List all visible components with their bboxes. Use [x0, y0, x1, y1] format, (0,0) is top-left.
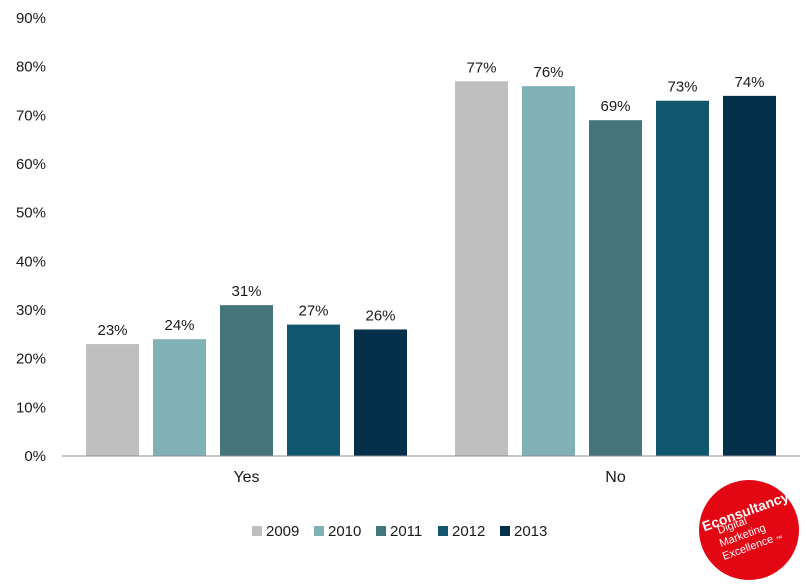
- legend-swatch-2010: [314, 526, 324, 536]
- data-label: 73%: [667, 79, 697, 96]
- bar-no-2010: [522, 86, 575, 456]
- legend-swatch-2009: [252, 526, 262, 536]
- data-label: 76%: [533, 64, 563, 81]
- data-label: 77%: [466, 59, 496, 76]
- bar-yes-2010: [153, 339, 206, 456]
- bar-no-2009: [455, 81, 508, 457]
- data-label: 27%: [298, 303, 328, 320]
- y-tick-label: 80%: [16, 59, 46, 76]
- legend-swatch-2013: [500, 526, 510, 536]
- bar-no-2013: [723, 95, 776, 456]
- bar-no-2011: [589, 120, 642, 456]
- x-category-label: No: [605, 469, 626, 486]
- legend-label: 2012: [452, 523, 485, 540]
- y-tick-label: 70%: [16, 107, 46, 124]
- legend-label: 2013: [514, 523, 547, 540]
- legend-swatch-2012: [438, 526, 448, 536]
- data-labels: 23% 24% 31% 27% 26% 77% 76% 69% 73% 74%: [97, 59, 764, 339]
- bar-yes-2012: [287, 324, 340, 456]
- logo-trademark: ™: [775, 535, 784, 544]
- data-label: 26%: [365, 307, 395, 324]
- legend: 2009 2010 2011 2012 2013: [252, 523, 547, 540]
- bars: [86, 81, 776, 457]
- y-tick-label: 0%: [24, 448, 46, 465]
- data-label: 74%: [734, 74, 764, 91]
- bar-yes-2011: [220, 305, 273, 456]
- bar-no-2012: [656, 100, 709, 456]
- y-tick-label: 20%: [16, 351, 46, 368]
- data-label: 69%: [600, 98, 630, 115]
- data-label: 31%: [231, 283, 261, 300]
- legend-label: 2010: [328, 523, 361, 540]
- y-tick-label: 60%: [16, 156, 46, 173]
- x-axis-categories: Yes No: [233, 469, 625, 486]
- legend-label: 2009: [266, 523, 299, 540]
- y-tick-label: 10%: [16, 399, 46, 416]
- y-axis: 0% 10% 20% 30% 40% 50% 60% 70% 80% 90%: [16, 10, 46, 465]
- econsultancy-logo: Econsultancy Digital Marketing Excellenc…: [699, 480, 799, 580]
- bar-yes-2009: [86, 344, 139, 456]
- y-tick-label: 30%: [16, 302, 46, 319]
- data-label: 24%: [164, 317, 194, 334]
- data-label: 23%: [97, 322, 127, 339]
- y-tick-label: 40%: [16, 253, 46, 270]
- x-category-label: Yes: [233, 469, 259, 486]
- logo-circle: [699, 480, 799, 580]
- y-tick-label: 50%: [16, 205, 46, 222]
- legend-swatch-2011: [376, 526, 386, 536]
- y-tick-label: 90%: [16, 10, 46, 27]
- legend-label: 2011: [390, 523, 422, 540]
- bar-yes-2013: [354, 329, 407, 456]
